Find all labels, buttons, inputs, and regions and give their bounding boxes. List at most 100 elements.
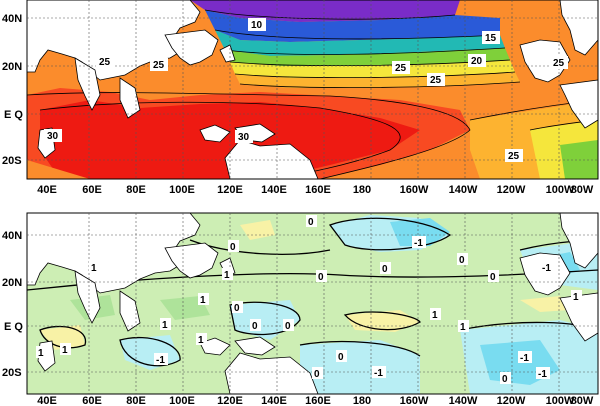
bottom-panel: 0 -1 0 0 1 0 0 0 1 1 0 -1 1 1 1 1 1 -1 0…: [2, 212, 599, 406]
contour-label: 0: [380, 262, 391, 275]
x-tick: 120W: [497, 395, 526, 406]
svg-text:30: 30: [238, 132, 250, 143]
contour-label: 25: [427, 73, 445, 86]
x-tick: 140W: [449, 395, 478, 406]
x-tick: 140W: [449, 184, 478, 196]
svg-text:0: 0: [490, 272, 496, 283]
svg-text:-1: -1: [156, 355, 165, 366]
bottom-contour-labels: 0 -1 0 0 1 0 0 0 1 1 0 -1 1 1 1 1 1 -1 0…: [36, 215, 582, 385]
contour-label: 1: [458, 320, 469, 333]
contour-label: 20: [468, 54, 486, 67]
contour-label: 25: [392, 61, 410, 74]
svg-text:25: 25: [430, 75, 442, 86]
y-tick: 20S: [2, 367, 22, 379]
x-tick: 180: [353, 395, 371, 406]
y-tick: 40N: [2, 13, 22, 25]
contour-label: 25: [150, 58, 168, 71]
svg-text:-1: -1: [374, 368, 383, 379]
y-tick: 40N: [2, 230, 22, 242]
top-gridlines: [27, 0, 598, 179]
x-tick: 100E: [169, 184, 195, 196]
contour-label: 0: [316, 270, 327, 283]
top-landmasses: [26, 0, 599, 180]
contour-label: 25: [505, 149, 523, 162]
x-tick: 40E: [37, 395, 57, 406]
y-tick: 20N: [2, 61, 22, 73]
contour-label: 0: [457, 253, 468, 266]
x-tick: 40E: [37, 184, 57, 196]
x-tick: 160E: [305, 184, 331, 196]
x-tick: 140E: [261, 184, 287, 196]
contour-label: 0: [250, 319, 261, 332]
svg-text:0: 0: [230, 242, 236, 253]
contour-label: 1: [196, 333, 207, 346]
svg-text:-1: -1: [538, 369, 547, 380]
x-tick: 160E: [305, 395, 331, 406]
top-x-axis: 40E 60E 80E 100E 120E 140E 160E 180 160W…: [37, 184, 594, 196]
svg-text:25: 25: [508, 151, 520, 162]
contour-label: 1: [198, 293, 209, 306]
contour-label: 0: [312, 367, 323, 380]
contour-label: 25: [550, 56, 568, 69]
svg-text:25: 25: [395, 63, 407, 74]
contour-label: 0: [232, 301, 243, 314]
svg-text:1: 1: [224, 270, 230, 281]
contour-label: 30: [235, 130, 253, 143]
svg-text:-1: -1: [542, 263, 551, 274]
contour-label: -1: [518, 351, 532, 364]
contour-label: 1: [430, 308, 441, 321]
svg-text:25: 25: [553, 58, 565, 69]
top-contour-labels: 10 15 20 25 25 25 25 25 30 30 25: [44, 18, 568, 162]
bottom-frame: [26, 212, 599, 395]
svg-text:1: 1: [62, 345, 68, 356]
svg-text:1: 1: [432, 310, 438, 321]
svg-text:1: 1: [162, 320, 168, 331]
svg-text:0: 0: [252, 321, 258, 332]
svg-text:1: 1: [91, 263, 97, 274]
svg-text:15: 15: [485, 33, 497, 44]
contour-label: 0: [500, 372, 511, 385]
x-tick: 180: [353, 184, 371, 196]
x-tick: 100E: [169, 395, 195, 406]
svg-text:0: 0: [502, 374, 508, 385]
contour-label: -1: [412, 236, 426, 249]
contour-label: 0: [336, 350, 347, 363]
svg-text:1: 1: [573, 292, 579, 303]
contour-label: 10: [248, 18, 266, 31]
svg-text:30: 30: [47, 131, 59, 142]
contour-label: -1: [540, 261, 554, 274]
x-tick: 80W: [571, 184, 594, 196]
x-tick: 80E: [126, 395, 146, 406]
x-tick: 120E: [217, 395, 243, 406]
contour-label: -1: [536, 367, 550, 380]
bottom-y-axis: 40N 20N E Q 20S: [2, 230, 23, 379]
contour-label: 0: [306, 215, 317, 228]
y-tick: 20S: [2, 155, 22, 167]
bottom-map-field: [27, 213, 598, 394]
x-tick: 140E: [261, 395, 287, 406]
top-panel: 10 15 20 25 25 25 25 25 30 30 25 40N 20N…: [2, 0, 599, 196]
contour-label: 0: [283, 319, 294, 332]
svg-text:1: 1: [198, 335, 204, 346]
bottom-landmasses: [26, 212, 599, 395]
bottom-x-axis: 40E 60E 80E 100E 120E 140E 160E 180 160W…: [37, 395, 594, 406]
contour-label: 1: [36, 346, 47, 359]
contour-label: 0: [488, 270, 499, 283]
contour-label: 1: [222, 268, 233, 281]
x-tick: 100W: [546, 184, 575, 196]
svg-text:0: 0: [459, 255, 465, 266]
svg-text:0: 0: [285, 321, 291, 332]
svg-text:10: 10: [251, 20, 263, 31]
x-tick: 160W: [400, 184, 429, 196]
y-tick: 20N: [2, 277, 22, 289]
x-tick: 120W: [497, 184, 526, 196]
contour-label: 1: [89, 261, 100, 274]
contour-label: 1: [160, 318, 171, 331]
top-frame: [26, 0, 599, 180]
svg-text:20: 20: [471, 56, 483, 67]
contour-label: 30: [44, 129, 62, 142]
contour-label: 1: [571, 290, 582, 303]
y-tick: E Q: [4, 321, 23, 333]
svg-text:-1: -1: [414, 238, 423, 249]
